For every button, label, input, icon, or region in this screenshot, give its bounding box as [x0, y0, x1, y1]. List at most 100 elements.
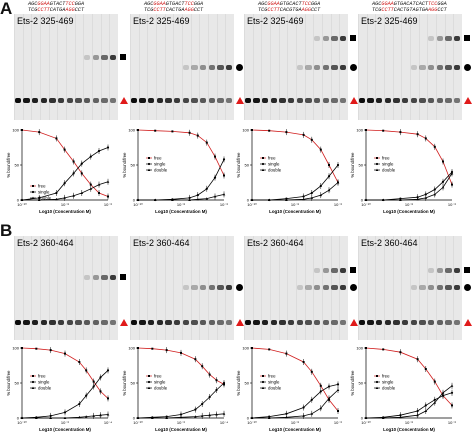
legend-entry: double: [382, 386, 396, 391]
gel-image: Ets-2 325-469: [358, 14, 462, 120]
binding-curve-plot: 0 50 100 % bound/free 10⁻¹⁰ 10⁻⁸ 10⁻⁶ Log10 (Co…: [236, 346, 342, 433]
y-axis-label: % bound/free: [6, 152, 11, 178]
free-dna-band: [109, 320, 117, 325]
free-dna-band: [419, 98, 426, 103]
x-tick-label: 10⁻⁶: [448, 420, 457, 425]
data-point-double: [35, 416, 38, 419]
gel-lane: [138, 236, 148, 340]
free-dna-band: [101, 98, 108, 103]
gel-lane: [138, 14, 148, 120]
free-dna-band: [270, 98, 278, 103]
free-dna-band: [191, 320, 198, 325]
gel-lane: [270, 236, 279, 340]
double-complex-band: [92, 275, 100, 280]
legend-marker: [375, 380, 379, 384]
legend-entry: double: [154, 168, 168, 173]
gel-lane: [74, 236, 84, 340]
x-tick-label: 10⁻⁶: [448, 202, 457, 207]
sequence-segment: CCT: [437, 7, 447, 14]
gel-lane: [287, 14, 296, 120]
y-tick-label: 0: [247, 198, 250, 203]
legend-marker: [375, 162, 379, 166]
free-dna-band: [139, 320, 146, 325]
free-dna-band: [191, 98, 198, 103]
data-point-double: [20, 198, 24, 201]
y-tick-label: 100: [12, 128, 19, 133]
circle-marker: [464, 64, 471, 71]
ets-binding-site: AGG: [301, 7, 311, 14]
free-dna-band: [208, 320, 216, 325]
single-complex-band: [445, 65, 452, 70]
gel-lane: [74, 14, 84, 120]
double-complex-band: [331, 36, 338, 41]
x-tick-label: 10⁻⁸: [61, 202, 70, 207]
y-axis-label: % bound/free: [122, 152, 127, 178]
free-dna-band: [173, 320, 181, 325]
sequence-segment: AGC: [144, 1, 154, 7]
single-complex-band: [296, 285, 304, 290]
gel-lane: [164, 14, 174, 120]
series-line-double: [252, 389, 339, 419]
legend-entry: single: [154, 380, 166, 385]
ets-binding-site: TCC: [65, 1, 75, 7]
free-dna-band: [358, 98, 366, 103]
sequence-line: AGCGGAAGTACTTCCGGA: [28, 1, 84, 7]
legend-marker: [31, 380, 35, 384]
free-dna-band: [83, 98, 91, 103]
single-complex-band: [217, 285, 224, 290]
sequence-segment: TCG: [144, 7, 154, 14]
gel-lane: [100, 236, 110, 340]
series-line-single: [251, 384, 339, 419]
gel-lane: [410, 14, 419, 120]
data-point-double: [136, 416, 140, 419]
legend-marker: [376, 375, 378, 377]
gel-lane: [92, 14, 101, 120]
single-complex-band: [419, 65, 426, 70]
legend-marker: [31, 190, 35, 194]
gel-lane: [173, 14, 182, 120]
free-dna-band: [23, 320, 30, 325]
circle-marker: [236, 64, 243, 71]
free-dna-band: [384, 320, 392, 325]
legend-entry: free: [268, 374, 276, 379]
gel-lane: [304, 236, 314, 340]
single-complex-band: [453, 65, 461, 70]
series-line-double: [366, 385, 453, 419]
legend-entry: free: [154, 156, 162, 161]
y-tick-label: 50: [245, 163, 250, 168]
free-dna-band: [109, 98, 117, 103]
data-point-single: [399, 197, 402, 200]
gel-lane: [100, 14, 110, 120]
gel-title: Ets-2 325-469: [247, 16, 304, 26]
sequence-segment: AGC: [258, 1, 268, 7]
single-complex-band: [199, 285, 207, 290]
gel-image: Ets-2 325-469: [244, 14, 348, 120]
free-dna-band: [253, 320, 260, 325]
gel-lane: [358, 14, 367, 120]
free-dna-band: [75, 320, 82, 325]
free-dna-band: [261, 320, 269, 325]
free-dna-band: [199, 320, 207, 325]
single-complex-band: [225, 285, 233, 290]
gel-lane: [147, 14, 156, 120]
legend-entry: double: [38, 386, 52, 391]
single-complex-band: [427, 285, 435, 290]
data-point-free: [151, 347, 154, 350]
y-tick-label: 50: [245, 381, 250, 386]
single-complex-band: [305, 285, 312, 290]
gel-lane: [182, 236, 191, 340]
data-point-double: [37, 198, 41, 201]
x-tick-label: 10⁻⁸: [177, 202, 186, 207]
legend-entry: double: [268, 168, 282, 173]
free-dna-band: [322, 98, 330, 103]
triangle-marker: [350, 319, 358, 326]
data-point-free: [268, 129, 271, 132]
free-dna-band: [261, 98, 269, 103]
sequence-segment: CATGA: [49, 7, 66, 14]
free-dna-band: [23, 98, 30, 103]
data-point-free: [154, 129, 157, 132]
gel-title: Ets-2 325-469: [17, 16, 74, 26]
sequence-line: AGCGGAAGTGCACTTCCGGA: [258, 1, 320, 7]
data-point-double: [153, 198, 157, 201]
single-complex-band: [436, 285, 444, 290]
